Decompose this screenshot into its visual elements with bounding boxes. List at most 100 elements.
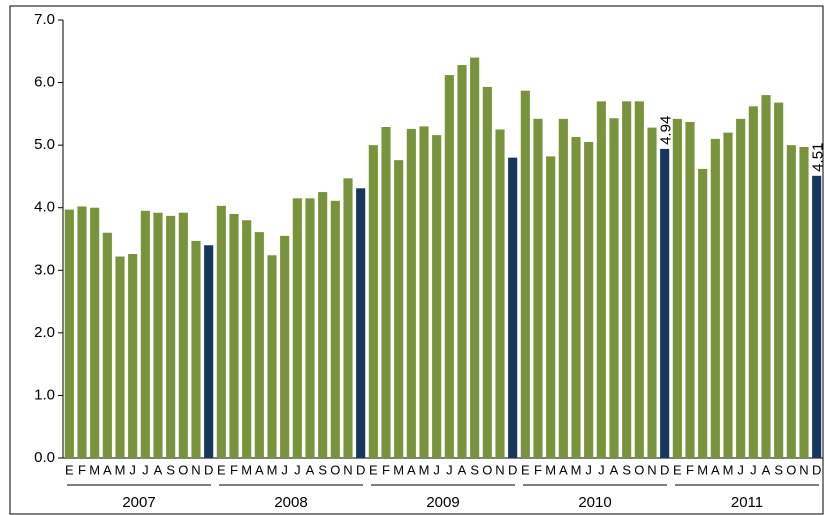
bar: [723, 132, 733, 458]
bar: [495, 129, 505, 458]
bar: [432, 135, 442, 459]
bar: [571, 137, 581, 458]
x-tick-label: M: [419, 462, 430, 477]
bar: [140, 210, 150, 458]
x-tick-label: A: [306, 462, 315, 477]
x-tick-label: M: [267, 462, 278, 477]
x-tick-label: A: [762, 462, 771, 477]
x-tick-label: A: [559, 462, 568, 477]
x-tick-label: D: [508, 462, 517, 477]
x-tick-label: E: [217, 462, 226, 477]
x-tick-label: F: [382, 462, 390, 477]
x-tick-label: N: [191, 462, 200, 477]
x-tick-label: A: [711, 462, 720, 477]
value-label: 4.51: [810, 143, 825, 172]
bar: [216, 205, 226, 458]
x-tick-label: N: [495, 462, 504, 477]
x-tick-label: J: [142, 462, 149, 477]
x-tick-label: M: [393, 462, 404, 477]
x-tick-label: A: [103, 462, 112, 477]
x-tick-label: J: [433, 462, 440, 477]
x-tick-label: F: [534, 462, 542, 477]
x-tick-label: F: [230, 462, 238, 477]
bar: [406, 128, 416, 459]
bar: [647, 127, 657, 458]
x-tick-label: M: [571, 462, 582, 477]
x-tick-label: O: [634, 462, 644, 477]
bar: [672, 118, 682, 458]
y-tick-label: 0.0: [34, 449, 55, 466]
x-tick-label: E: [521, 462, 530, 477]
x-tick-label: J: [294, 462, 301, 477]
x-tick-label: A: [407, 462, 416, 477]
y-tick-label: 2.0: [34, 324, 55, 341]
x-tick-label: O: [330, 462, 340, 477]
x-tick-label: J: [129, 462, 136, 477]
bar: [457, 65, 467, 459]
x-tick-label: A: [255, 462, 264, 477]
x-tick-label: E: [673, 462, 682, 477]
bar: [596, 101, 606, 458]
bar: [558, 118, 568, 458]
bar: [748, 106, 758, 458]
bar: [634, 101, 644, 458]
bar: [609, 118, 619, 458]
bar: [584, 142, 594, 458]
bar: [799, 147, 809, 458]
x-tick-label: M: [697, 462, 708, 477]
x-tick-label: A: [610, 462, 619, 477]
x-tick-label: M: [545, 462, 556, 477]
x-group-label: 2009: [426, 494, 459, 511]
x-group-label: 2011: [731, 494, 763, 511]
bar: [229, 213, 239, 458]
x-tick-label: M: [89, 462, 100, 477]
bar: [292, 198, 302, 459]
y-tick-label: 4.0: [34, 199, 55, 216]
x-tick-label: J: [737, 462, 744, 477]
y-tick-label: 5.0: [34, 136, 55, 153]
y-tick-label: 1.0: [34, 386, 55, 403]
bar: [546, 156, 556, 459]
bar: [64, 209, 74, 458]
y-tick-label: 7.0: [34, 11, 55, 28]
bar: [444, 75, 454, 458]
bar: [394, 160, 404, 458]
y-tick-label: 3.0: [34, 261, 55, 278]
x-tick-label: D: [812, 462, 821, 477]
bar: [710, 138, 720, 458]
x-tick-label: E: [65, 462, 74, 477]
x-tick-label: J: [281, 462, 288, 477]
bar: [381, 126, 391, 459]
bar: [482, 86, 492, 459]
bar: [153, 212, 163, 458]
bar: [520, 90, 530, 458]
x-tick-label: N: [647, 462, 656, 477]
bar: [470, 57, 480, 459]
bar: [280, 235, 290, 458]
x-tick-label: S: [622, 462, 631, 477]
chart-border: [9, 5, 824, 515]
x-tick-label: N: [343, 462, 352, 477]
bar: [685, 121, 695, 459]
bar: [204, 245, 214, 458]
bar: [77, 206, 87, 458]
x-tick-label: M: [241, 462, 252, 477]
x-tick-label: O: [178, 462, 188, 477]
bar: [115, 256, 125, 458]
x-group-label: 2008: [274, 494, 307, 511]
bar: [305, 198, 315, 459]
bar: [343, 178, 353, 458]
x-tick-label: O: [786, 462, 796, 477]
x-tick-label: D: [660, 462, 669, 477]
bar: [166, 215, 176, 458]
x-tick-label: D: [204, 462, 213, 477]
bar: [191, 240, 201, 458]
x-tick-label: A: [458, 462, 467, 477]
bar: [242, 220, 252, 458]
x-tick-label: M: [115, 462, 126, 477]
bar: [102, 232, 112, 458]
bar: [660, 148, 670, 458]
x-tick-label: D: [356, 462, 365, 477]
x-tick-label: O: [482, 462, 492, 477]
x-tick-label: J: [585, 462, 592, 477]
